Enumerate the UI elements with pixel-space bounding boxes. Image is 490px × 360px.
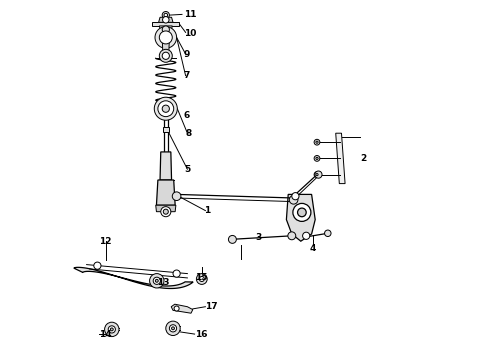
Circle shape — [316, 157, 318, 159]
Circle shape — [158, 101, 174, 117]
Circle shape — [297, 208, 306, 217]
Circle shape — [154, 97, 177, 120]
Polygon shape — [286, 194, 315, 241]
Text: 5: 5 — [184, 165, 190, 174]
Circle shape — [149, 274, 164, 288]
Circle shape — [162, 12, 170, 19]
Text: 16: 16 — [195, 330, 207, 338]
Circle shape — [289, 195, 298, 204]
Circle shape — [293, 203, 311, 221]
Circle shape — [315, 171, 322, 178]
Circle shape — [314, 172, 320, 177]
Text: 11: 11 — [184, 10, 196, 19]
Circle shape — [166, 321, 180, 336]
Circle shape — [292, 193, 299, 200]
Circle shape — [314, 139, 320, 145]
Circle shape — [163, 209, 169, 214]
Bar — [163, 127, 169, 132]
Circle shape — [172, 327, 174, 330]
Circle shape — [110, 328, 113, 331]
Circle shape — [314, 156, 320, 161]
Polygon shape — [156, 180, 175, 205]
Circle shape — [153, 277, 160, 284]
Polygon shape — [171, 304, 193, 313]
Circle shape — [324, 230, 331, 237]
Circle shape — [162, 26, 170, 33]
Text: 12: 12 — [99, 237, 112, 246]
Circle shape — [162, 105, 170, 112]
Text: 4: 4 — [310, 244, 316, 253]
Polygon shape — [162, 37, 170, 56]
Circle shape — [161, 207, 171, 217]
Polygon shape — [152, 22, 179, 26]
Text: 9: 9 — [184, 50, 190, 59]
Text: 8: 8 — [186, 129, 192, 138]
Text: 17: 17 — [205, 302, 218, 311]
Circle shape — [104, 322, 119, 337]
Circle shape — [228, 235, 236, 243]
Text: 14: 14 — [99, 330, 112, 338]
Circle shape — [163, 17, 169, 23]
Circle shape — [159, 49, 172, 62]
Text: 3: 3 — [256, 233, 262, 242]
Circle shape — [316, 141, 318, 143]
Circle shape — [170, 325, 176, 332]
Circle shape — [155, 27, 176, 48]
Circle shape — [316, 174, 318, 176]
Circle shape — [155, 279, 158, 282]
Circle shape — [173, 270, 180, 277]
Text: 1: 1 — [204, 206, 210, 215]
Circle shape — [196, 274, 207, 284]
Circle shape — [164, 13, 168, 17]
Circle shape — [162, 52, 170, 59]
Circle shape — [174, 306, 179, 311]
Polygon shape — [160, 152, 172, 180]
Polygon shape — [159, 17, 173, 22]
Circle shape — [108, 326, 116, 333]
Circle shape — [199, 276, 204, 282]
Polygon shape — [156, 205, 176, 212]
Polygon shape — [74, 267, 193, 288]
Text: 2: 2 — [360, 154, 367, 163]
Polygon shape — [336, 133, 345, 184]
Polygon shape — [159, 26, 172, 32]
Circle shape — [159, 31, 172, 44]
Text: 10: 10 — [184, 29, 196, 38]
Text: 6: 6 — [184, 111, 190, 120]
Circle shape — [303, 232, 310, 239]
Circle shape — [94, 262, 101, 269]
Text: 15: 15 — [195, 273, 207, 282]
Text: 13: 13 — [157, 278, 170, 287]
Text: 7: 7 — [184, 71, 190, 80]
Circle shape — [172, 192, 181, 201]
Circle shape — [288, 232, 296, 240]
